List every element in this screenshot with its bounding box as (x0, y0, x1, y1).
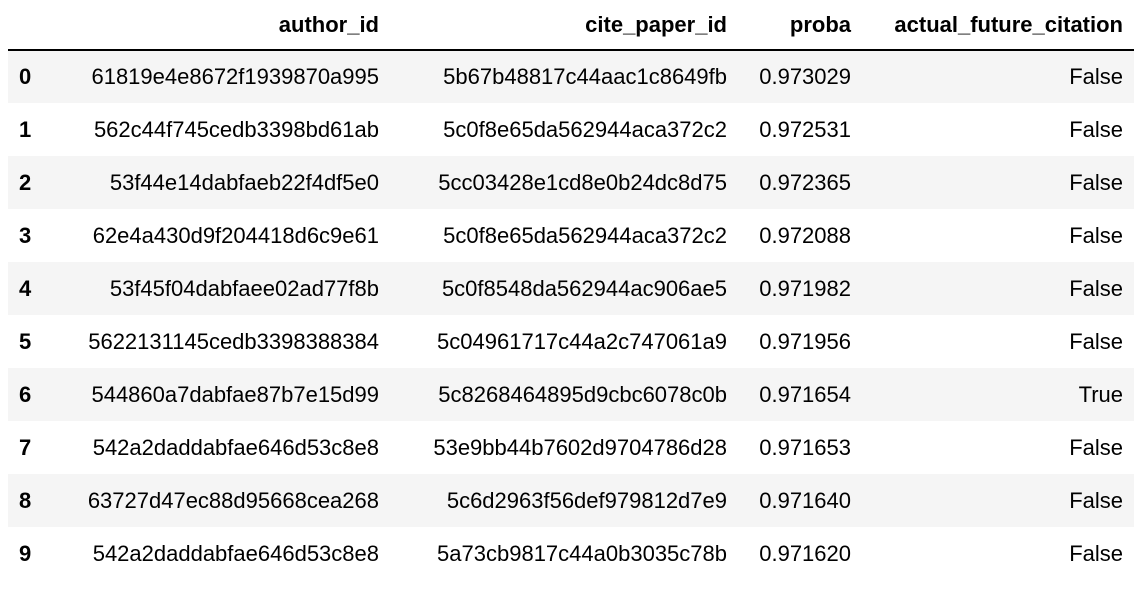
row-index: 6 (19, 381, 32, 407)
cell-author-id: 5622131145cedb3398388384 (88, 328, 379, 354)
row-index: 9 (19, 540, 32, 566)
cell-proba: 0.971982 (759, 275, 851, 301)
cell-cite-paper-id: 5cc03428e1cd8e0b24dc8d75 (438, 169, 727, 195)
cell-author-id: 62e4a430d9f204418d6c9e61 (92, 222, 379, 248)
cell-actual-future-citation: True (1078, 381, 1123, 407)
cell-cite-paper-id: 5c0f8548da562944ac906ae5 (441, 275, 727, 301)
cell-cite-paper-id: 5a73cb9817c44a0b3035c78b (437, 540, 727, 566)
cell-author-id: 53f45f04dabfaee02ad77f8b (109, 275, 379, 301)
header-index (8, 0, 50, 51)
cell-actual-future-citation: False (1069, 434, 1123, 460)
cell-author-id: 53f44e14dabfaeb22f4df5e0 (109, 169, 379, 195)
cell-proba: 0.971640 (759, 487, 851, 513)
header-actual-future-citation: actual_future_citation (862, 0, 1134, 51)
table-row: 5 5622131145cedb3398388384 5c04961717c44a2… (8, 315, 1134, 368)
cell-author-id: 544860a7dabfae87b7e15d99 (91, 381, 379, 407)
header-proba: proba (738, 0, 862, 51)
cell-actual-future-citation: False (1069, 116, 1123, 142)
row-index: 8 (19, 487, 32, 513)
cell-proba: 0.971654 (759, 381, 851, 407)
table-row: 2 53f44e14dabfaeb22f4df5e0 5cc03428e1cd8e0… (8, 156, 1134, 209)
table-header: author_id cite_paper_id proba actual_fut… (8, 0, 1134, 51)
cell-proba: 0.971620 (759, 540, 851, 566)
cell-actual-future-citation: False (1069, 222, 1123, 248)
cell-cite-paper-id: 5c6d2963f56def979812d7e9 (446, 487, 727, 513)
cell-actual-future-citation: False (1069, 487, 1123, 513)
table-row: 7 542a2daddabfae646d53c8e8 53e9bb44b7602d9… (8, 421, 1134, 474)
cell-author-id: 562c44f745cedb3398bd61ab (93, 116, 379, 142)
cell-proba: 0.971956 (759, 328, 851, 354)
cell-author-id: 61819e4e8672f1939870a995 (91, 64, 379, 89)
cell-proba: 0.972365 (759, 169, 851, 195)
cell-cite-paper-id: 5b67b48817c44aac1c8649fb (443, 64, 727, 89)
row-index: 2 (19, 169, 32, 195)
cell-proba: 0.973029 (759, 64, 851, 89)
table-row: 3 62e4a430d9f204418d6c9e61 5c0f8e65da56294… (8, 209, 1134, 262)
cell-author-id: 542a2daddabfae646d53c8e8 (92, 540, 379, 566)
row-index: 1 (19, 116, 32, 142)
cell-cite-paper-id: 5c0f8e65da562944aca372c2 (443, 222, 727, 248)
cell-cite-paper-id: 5c8268464895d9cbc6078c0b (438, 381, 727, 407)
cell-author-id: 63727d47ec88d95668cea268 (87, 487, 379, 513)
cell-proba: 0.972531 (759, 116, 851, 142)
table-body: 0 61819e4e8672f1939870a995 5b67b48817c44aa… (8, 50, 1134, 580)
cell-proba: 0.972088 (759, 222, 851, 248)
table-row: 1 562c44f745cedb3398bd61ab 5c0f8e65da56294… (8, 103, 1134, 156)
table-row: 6 544860a7dabfae87b7e15d99 5c8268464895d9c… (8, 368, 1134, 421)
cell-cite-paper-id: 5c0f8e65da562944aca372c2 (443, 116, 727, 142)
dataframe-table: author_id cite_paper_id proba actual_fut… (8, 0, 1134, 580)
cell-cite-paper-id: 5c04961717c44a2c747061a9 (437, 328, 727, 354)
cell-actual-future-citation: False (1069, 540, 1123, 566)
header-cite-paper-id: cite_paper_id (390, 0, 738, 51)
cell-proba: 0.971653 (759, 434, 851, 460)
header-author-id: author_id (50, 0, 390, 51)
row-index: 5 (19, 328, 32, 354)
row-index: 3 (19, 222, 32, 248)
table-row: 0 61819e4e8672f1939870a995 5b67b48817c44aa… (8, 50, 1134, 103)
cell-author-id: 542a2daddabfae646d53c8e8 (92, 434, 379, 460)
table-row: 4 53f45f04dabfaee02ad77f8b 5c0f8548da56294… (8, 262, 1134, 315)
cell-actual-future-citation: False (1069, 64, 1123, 89)
cell-actual-future-citation: False (1069, 169, 1123, 195)
table-row: 8 63727d47ec88d95668cea268 5c6d2963f56def9… (8, 474, 1134, 527)
cell-actual-future-citation: False (1069, 275, 1123, 301)
cell-cite-paper-id: 53e9bb44b7602d9704786d28 (433, 434, 727, 460)
cell-actual-future-citation: False (1069, 328, 1123, 354)
table-row: 9 542a2daddabfae646d53c8e8 5a73cb9817c44a0… (8, 527, 1134, 580)
row-index: 0 (19, 64, 32, 89)
row-index: 4 (19, 275, 32, 301)
row-index: 7 (19, 434, 32, 460)
header-row: author_id cite_paper_id proba actual_fut… (8, 0, 1134, 51)
